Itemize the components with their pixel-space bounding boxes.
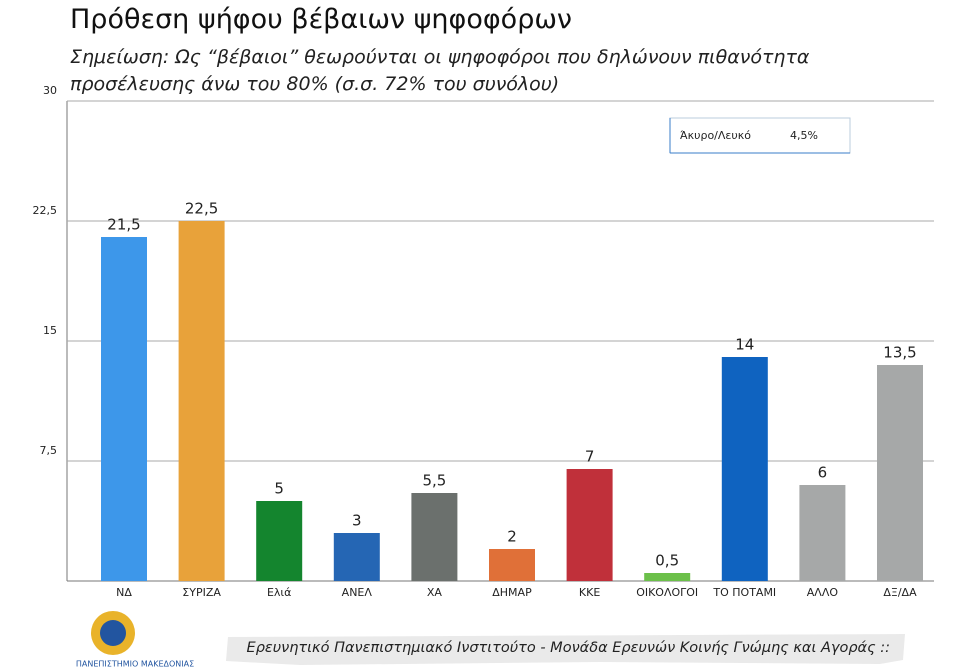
data-label: 13,5 bbox=[883, 344, 916, 362]
y-tick-label: 7,5 bbox=[40, 444, 58, 457]
bar bbox=[333, 533, 380, 581]
data-label: 6 bbox=[818, 464, 828, 482]
x-tick-label: ΔΞ/ΔΑ bbox=[883, 586, 917, 599]
annotation-label: Άκυρο/Λευκό bbox=[680, 129, 751, 142]
bar bbox=[721, 357, 768, 581]
x-tick-label: Ελιά bbox=[267, 586, 291, 599]
footer-strip bbox=[226, 634, 905, 665]
x-tick-label: ΔΗΜΑΡ bbox=[492, 586, 532, 599]
chart-title: Πρόθεση ψήφου βέβαιων ψηφοφόρων bbox=[70, 4, 573, 35]
data-label: 14 bbox=[735, 336, 754, 354]
bar bbox=[566, 469, 613, 581]
x-tick-label: ΝΔ bbox=[116, 586, 132, 599]
data-label: 5 bbox=[274, 480, 284, 498]
data-label: 0,5 bbox=[655, 552, 679, 570]
x-tick-label: ΤΟ ΠΟΤΑΜΙ bbox=[712, 586, 776, 599]
bar bbox=[799, 485, 846, 581]
bar bbox=[178, 221, 225, 581]
data-label: 22,5 bbox=[185, 200, 218, 218]
x-tick-label: ΚΚΕ bbox=[579, 586, 600, 599]
y-tick-label: 15 bbox=[43, 324, 57, 337]
bar bbox=[489, 549, 535, 581]
data-label: 3 bbox=[352, 512, 362, 530]
y-tick-label: 22,5 bbox=[33, 204, 58, 217]
x-tick-label: ΑΝΕΛ bbox=[342, 586, 373, 599]
bar bbox=[256, 501, 303, 581]
y-tick-label: 30 bbox=[43, 84, 57, 97]
data-label: 5,5 bbox=[422, 472, 446, 490]
data-label: 7 bbox=[585, 448, 595, 466]
bar bbox=[877, 365, 923, 581]
bar bbox=[101, 237, 147, 581]
footer: Ερευνητικό Πανεπιστημιακό Ινστιτούτο - Μ… bbox=[247, 640, 890, 656]
x-tick-label: ΣΥΡΙΖΑ bbox=[182, 586, 221, 599]
logo bbox=[100, 620, 126, 646]
data-label: 2 bbox=[507, 528, 517, 546]
data-label: 21,5 bbox=[107, 216, 140, 234]
x-tick-label: ΧΑ bbox=[427, 586, 443, 599]
bar bbox=[644, 573, 691, 581]
logo-text: ΠΑΝΕΠΙΣΤΗΜΙΟ ΜΑΚΕΔΟΝΙΑΣ bbox=[76, 660, 194, 669]
x-tick-label: ΑΛΛΟ bbox=[807, 586, 839, 599]
chart-subtitle: Σημείωση: Ως “βέβαιοι” θεωρούνται οι ψηφ… bbox=[70, 46, 810, 95]
annotation-value: 4,5% bbox=[790, 129, 818, 142]
bar bbox=[411, 493, 458, 581]
x-tick-label: ΟΙΚΟΛΟΓΟΙ bbox=[636, 586, 698, 599]
